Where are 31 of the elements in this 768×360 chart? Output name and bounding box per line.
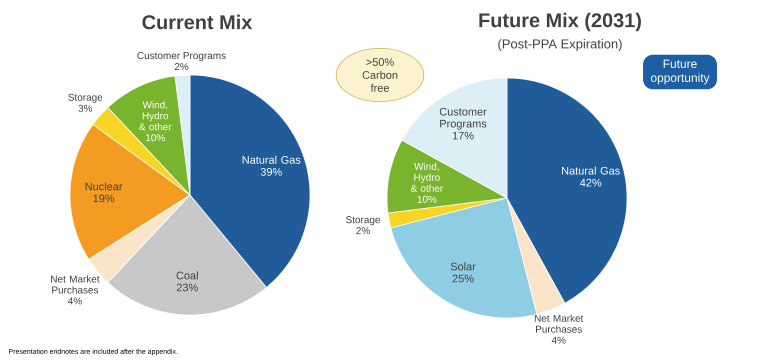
slice-label: Natural Gas [562,166,620,175]
chart-title: Current Mix [142,14,252,30]
slice-label: Net Market Purchases [534,314,584,333]
data-label: 2% [356,227,370,234]
data-label: 10% [146,134,165,142]
data-label: 39% [260,168,282,176]
text: >50% Carbon free [362,58,398,92]
data-label: 25% [452,274,474,282]
data-label: 19% [94,194,114,202]
text: Future opportunity [650,60,710,84]
slice-label: Wind, Hydro & other [139,101,172,130]
slice-label: Natural Gas [242,156,300,164]
data-label: 3% [78,104,92,112]
slice-label: Storage [346,216,380,226]
slice-label: Solar [450,262,476,270]
slice-label: Storage [68,94,102,103]
slice-label: Coal [176,271,198,280]
chart-subtitle: (Post-PPA Expiration) [498,38,622,52]
data-label: 17% [452,132,474,140]
data-label: 4% [552,336,566,344]
slice-label: Net Market Purchases [51,275,100,294]
data-label: 23% [176,284,198,292]
chart-title: Future Mix (2031) [479,12,641,32]
slice-label: Nuclear [86,182,122,190]
data-label: 4% [68,297,82,304]
slice-label: Customer Programs [137,52,226,62]
slice-label: Wind, Hydro & other [410,162,444,192]
slice-label: Customer Programs [440,108,487,130]
data-label: 2% [174,63,188,70]
data-label: 42% [580,178,602,186]
data-label: 10% [418,196,436,203]
